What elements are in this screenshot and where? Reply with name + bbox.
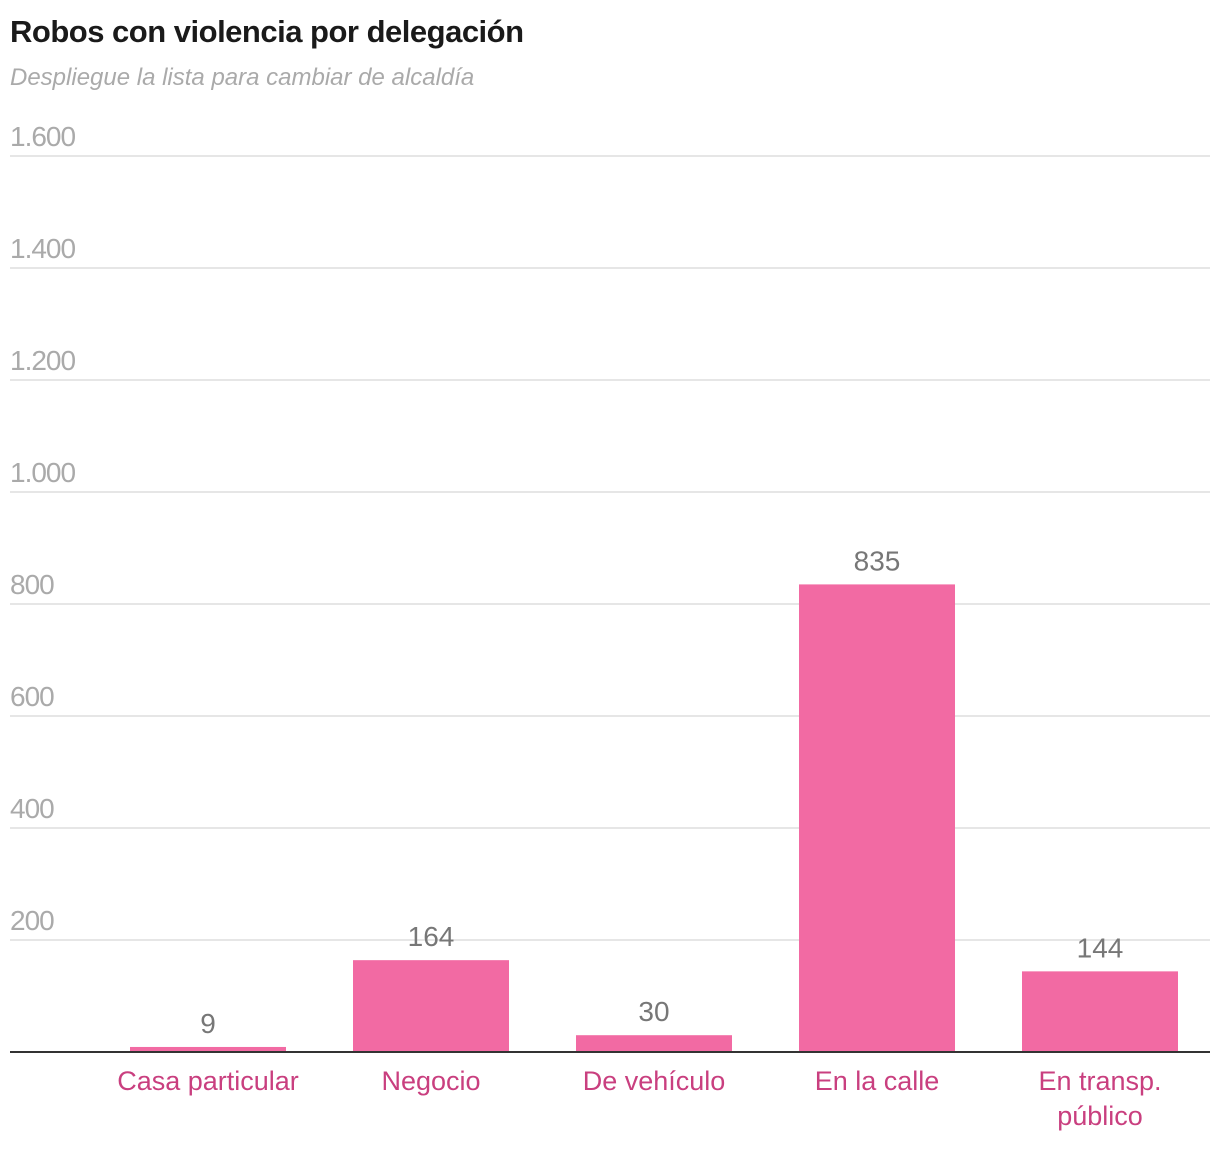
chart-title: Robos con violencia por delegación xyxy=(10,14,524,49)
y-tick-label: 800 xyxy=(10,569,54,600)
y-tick-label: 1.400 xyxy=(10,233,75,264)
y-tick-label: 1.600 xyxy=(10,121,75,152)
y-tick-label: 200 xyxy=(10,905,54,936)
bar xyxy=(576,1035,732,1052)
data-label: 30 xyxy=(638,996,669,1027)
bar xyxy=(1022,971,1178,1052)
data-label: 164 xyxy=(408,921,455,952)
data-label: 9 xyxy=(200,1008,216,1039)
x-tick-label: Casa particular xyxy=(117,1066,299,1096)
y-tick-label: 600 xyxy=(10,681,54,712)
x-tick-label: De vehículo xyxy=(583,1066,726,1096)
data-label: 144 xyxy=(1077,932,1124,963)
data-label: 835 xyxy=(854,545,901,576)
bar xyxy=(353,960,509,1052)
x-tick-label: En transp. público xyxy=(1038,1066,1161,1131)
chart-subtitle: Despliegue la lista para cambiar de alca… xyxy=(10,64,475,91)
x-tick-label: En la calle xyxy=(815,1066,940,1096)
bar xyxy=(130,1046,286,1052)
x-tick-label: Negocio xyxy=(381,1066,480,1096)
y-tick-label: 1.200 xyxy=(10,345,75,376)
y-tick-label: 400 xyxy=(10,793,54,824)
bar xyxy=(799,584,955,1052)
y-tick-label: 1.000 xyxy=(10,457,75,488)
